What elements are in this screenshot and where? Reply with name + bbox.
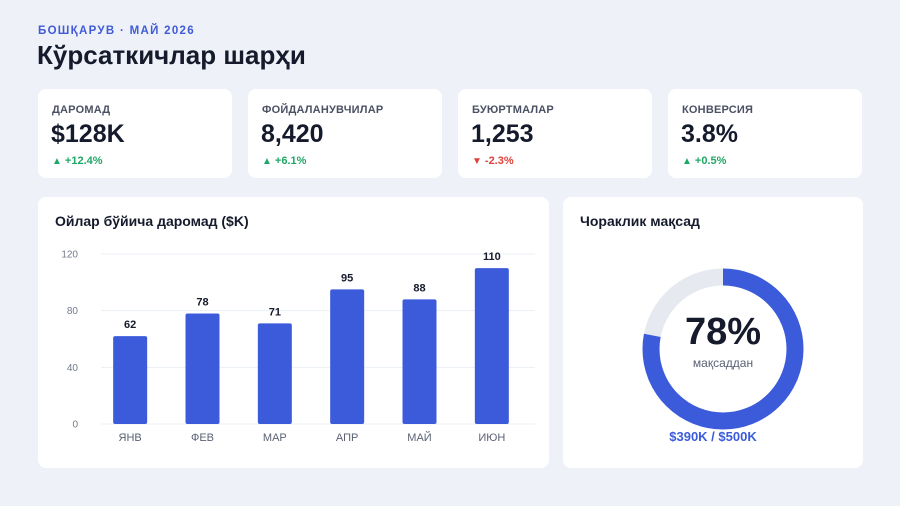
page-title: Кўрсаткичлар шарҳи [37, 40, 306, 70]
kpi-delta: ▲ +12.4% [52, 155, 103, 167]
donut-progress-arc [642, 268, 804, 430]
y-tick-label: 40 [67, 363, 79, 374]
data-label: 78 [196, 297, 208, 309]
bar [330, 289, 365, 424]
arrow-up-icon: ▲ [682, 156, 692, 167]
kpi-value: 8,420 [261, 120, 324, 148]
kpi-delta-value: -2.3% [484, 155, 514, 167]
bar [113, 336, 148, 424]
data-label: 71 [269, 306, 281, 318]
kpi-value: 3.8% [681, 120, 738, 148]
kpi-card-conversion: КОНВЕРСИЯ 3.8% ▲ +0.5% [668, 89, 862, 178]
bar [402, 299, 437, 424]
data-label: 62 [124, 319, 136, 331]
x-tick-label: ИЮН [478, 432, 505, 444]
kpi-delta-value: +0.5% [694, 155, 727, 167]
kpi-label: БУЮРТМАЛАР [472, 104, 554, 116]
kpi-value: 1,253 [471, 120, 534, 148]
goal-title: Чораклик мақсад [580, 213, 700, 229]
x-tick-label: МАР [263, 432, 287, 444]
data-label: 110 [483, 251, 501, 263]
goal-donut: 78% мақсаддан [641, 267, 805, 431]
donut-svg [642, 268, 804, 430]
kpi-delta-value: +6.1% [274, 155, 307, 167]
bar [474, 268, 509, 424]
kpi-card-revenue: ДАРОМАД $128K ▲ +12.4% [38, 89, 232, 178]
quarterly-goal-panel: Чораклик мақсад 78% мақсаддан $390K / $5… [563, 197, 863, 468]
x-tick-label: ЯНВ [119, 432, 142, 444]
revenue-chart-panel: 0 40 80 120 62 ЯНВ 78 ФЕВ 71 МАР 95 АПР 88 МАЙ 110 ИЮН … [38, 197, 549, 468]
kpi-card-users: ФОЙДАЛАНУВЧИЛАР 8,420 ▲ +6.1% [248, 89, 442, 178]
arrow-down-icon: ▼ [472, 156, 482, 167]
chart-title: Ойлар бўйича даромад ($K) [55, 213, 249, 229]
kpi-card-orders: БУЮРТМАЛАР 1,253 ▼ -2.3% [458, 89, 652, 178]
header-eyebrow: БОШҚАРУВ · МАЙ 2026 [38, 25, 195, 37]
y-tick-label: 0 [72, 420, 78, 431]
goal-amount: $390K / $500K [669, 429, 757, 444]
kpi-value: $128K [51, 120, 125, 148]
goal-percent: 78% [684, 311, 762, 353]
kpi-delta: ▲ +6.1% [262, 155, 306, 167]
revenue-bar-chart: 0 40 80 120 62 ЯНВ 78 ФЕВ 71 МАР 95 АПР 88 МАЙ 110 ИЮН [61, 250, 535, 444]
x-tick-label: МАЙ [407, 431, 431, 444]
kpi-delta: ▼ -2.3% [472, 155, 514, 167]
goal-subtitle: мақсаддан [692, 356, 754, 370]
bar [257, 323, 292, 424]
data-label: 95 [341, 272, 353, 284]
kpi-label: КОНВЕРСИЯ [682, 104, 754, 116]
data-label: 88 [413, 282, 425, 294]
y-tick-label: 80 [67, 306, 79, 317]
kpi-label: ДАРОМАД [52, 104, 111, 116]
bar [185, 313, 220, 424]
kpi-delta: ▲ +0.5% [682, 155, 726, 167]
kpi-label: ФОЙДАЛАНУВЧИЛАР [262, 104, 384, 116]
kpi-delta-value: +12.4% [64, 155, 103, 167]
x-tick-label: АПР [336, 432, 358, 444]
arrow-up-icon: ▲ [262, 156, 272, 167]
y-tick-label: 120 [61, 250, 78, 261]
arrow-up-icon: ▲ [52, 156, 62, 167]
x-tick-label: ФЕВ [191, 432, 214, 444]
